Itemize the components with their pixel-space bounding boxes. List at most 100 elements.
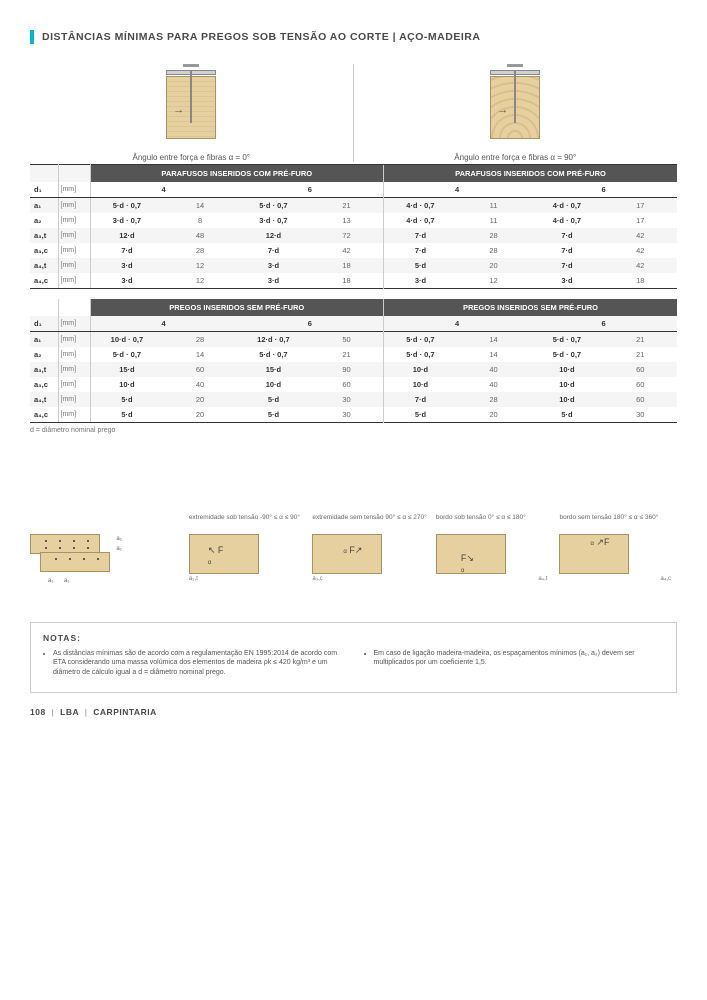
footer-section: CARPINTARIA — [93, 707, 156, 717]
cell: 14 — [457, 331, 530, 347]
cell: 14 — [163, 198, 236, 214]
cell: 5·d — [90, 392, 163, 407]
cell: 12·d — [90, 228, 163, 243]
cell: 7·d — [530, 228, 603, 243]
footer-page: 108 — [30, 707, 46, 717]
row-label: a₂ — [30, 347, 58, 362]
cell: 17 — [604, 213, 677, 228]
row-label: a₂ — [30, 213, 58, 228]
cell: 13 — [310, 213, 383, 228]
cell: 5·d · 0,7 — [530, 347, 603, 362]
row-label: a₄,t — [30, 258, 58, 273]
cell: 30 — [604, 407, 677, 423]
table-footnote: d = diâmetro nominal prego — [30, 427, 677, 434]
cell: 60 — [604, 377, 677, 392]
cell: 12 — [457, 273, 530, 289]
row-unit: [mm] — [58, 213, 90, 228]
col-d-header: d₁ — [30, 182, 58, 198]
cell: 21 — [310, 347, 383, 362]
row-label: a₁ — [30, 198, 58, 214]
cell: 28 — [163, 243, 236, 258]
cell: 5·d — [530, 407, 603, 423]
cell: 42 — [310, 243, 383, 258]
cell: 21 — [604, 347, 677, 362]
table-row: a₂[mm]5·d · 0,7145·d · 0,7215·d · 0,7145… — [30, 347, 677, 362]
cell: 5·d · 0,7 — [237, 347, 310, 362]
cell: 10·d — [530, 377, 603, 392]
cell: 11 — [457, 213, 530, 228]
cell: 48 — [163, 228, 236, 243]
cell: 12·d — [237, 228, 310, 243]
row-unit: [mm] — [58, 362, 90, 377]
angle-label-90: Ângulo entre força e fibras α = 90° — [354, 153, 678, 162]
cell: 28 — [457, 392, 530, 407]
cell: 15·d — [90, 362, 163, 377]
row-label: a₄,c — [30, 273, 58, 289]
table-row: a₃,c[mm]7·d287·d427·d287·d42 — [30, 243, 677, 258]
cell: 18 — [604, 273, 677, 289]
cell: 40 — [457, 362, 530, 377]
header-prefuro-left: PARAFUSOS INSERIDOS COM PRÉ-FURO — [90, 165, 384, 183]
row-unit: [mm] — [58, 392, 90, 407]
cell: 5·d — [384, 258, 457, 273]
cell: 18 — [310, 258, 383, 273]
cell: 10·d — [384, 377, 457, 392]
table-row: a₁[mm]10·d · 0,72812·d · 0,7505·d · 0,71… — [30, 331, 677, 347]
cell: 72 — [310, 228, 383, 243]
cell: 3·d — [237, 258, 310, 273]
cell: 12 — [163, 273, 236, 289]
cell: 42 — [604, 228, 677, 243]
cell: 5·d — [237, 392, 310, 407]
row-label: a₄,t — [30, 392, 58, 407]
row-unit: [mm] — [58, 377, 90, 392]
legend-a3c: extremidade sem tensão 90° ≤ α ≤ 270° α … — [312, 514, 430, 582]
cell: 30 — [310, 392, 383, 407]
cell: 4·d · 0,7 — [384, 213, 457, 228]
page-title-row: DISTÂNCIAS MÍNIMAS PARA PREGOS SOB TENSÃ… — [30, 30, 677, 44]
cell: 5·d — [384, 407, 457, 423]
row-label: a₄,c — [30, 407, 58, 423]
cell: 20 — [457, 407, 530, 423]
cell: 60 — [604, 362, 677, 377]
legend-a4c: bordo sem tensão 180° ≤ α ≤ 360° α ↗F a₄… — [559, 514, 677, 582]
cell: 3·d — [90, 273, 163, 289]
cell: 7·d — [384, 243, 457, 258]
cell: 28 — [457, 228, 530, 243]
cell: 42 — [604, 243, 677, 258]
row-unit: [mm] — [58, 331, 90, 347]
angle-label-0: Ângulo entre força e fibras α = 0° — [30, 153, 353, 162]
cell: 20 — [457, 258, 530, 273]
top-diagrams: → Ângulo entre força e fibras α = 0° → Â… — [30, 64, 677, 162]
col-d-unit: [mm] — [58, 182, 90, 198]
row-unit: [mm] — [58, 243, 90, 258]
table-row: a₁[mm]5·d · 0,7145·d · 0,7214·d · 0,7114… — [30, 198, 677, 214]
diagram-alpha-0: → — [161, 64, 221, 144]
title-accent-bar — [30, 30, 34, 44]
row-label: a₁ — [30, 331, 58, 347]
cell: 10·d · 0,7 — [90, 331, 163, 347]
cell: 7·d — [530, 258, 603, 273]
cell: 4·d · 0,7 — [384, 198, 457, 214]
notes-right: Em caso de ligação madeira-madeira, os e… — [374, 649, 665, 669]
row-label: a₃,c — [30, 243, 58, 258]
cell: 5·d — [237, 407, 310, 423]
row-unit: [mm] — [58, 198, 90, 214]
cell: 4·d · 0,7 — [530, 213, 603, 228]
cell: 50 — [310, 331, 383, 347]
cell: 3·d — [237, 273, 310, 289]
cell: 3·d — [384, 273, 457, 289]
cell: 20 — [163, 392, 236, 407]
page-footer: 108 | LBA | CARPINTARIA — [30, 707, 677, 717]
row-unit: [mm] — [58, 407, 90, 423]
cell: 40 — [457, 377, 530, 392]
row-label: a₃,c — [30, 377, 58, 392]
cell: 11 — [457, 198, 530, 214]
notes-box: NOTAS: As distâncias mínimas são de acor… — [30, 622, 677, 693]
table-row: a₄,t[mm]3·d123·d185·d207·d42 — [30, 258, 677, 273]
cell: 7·d — [237, 243, 310, 258]
cell: 4·d · 0,7 — [530, 198, 603, 214]
cell: 40 — [163, 377, 236, 392]
row-unit: [mm] — [58, 228, 90, 243]
cell: 10·d — [237, 377, 310, 392]
header-sem-left: PREGOS INSERIDOS SEM PRÉ-FURO — [90, 299, 384, 316]
